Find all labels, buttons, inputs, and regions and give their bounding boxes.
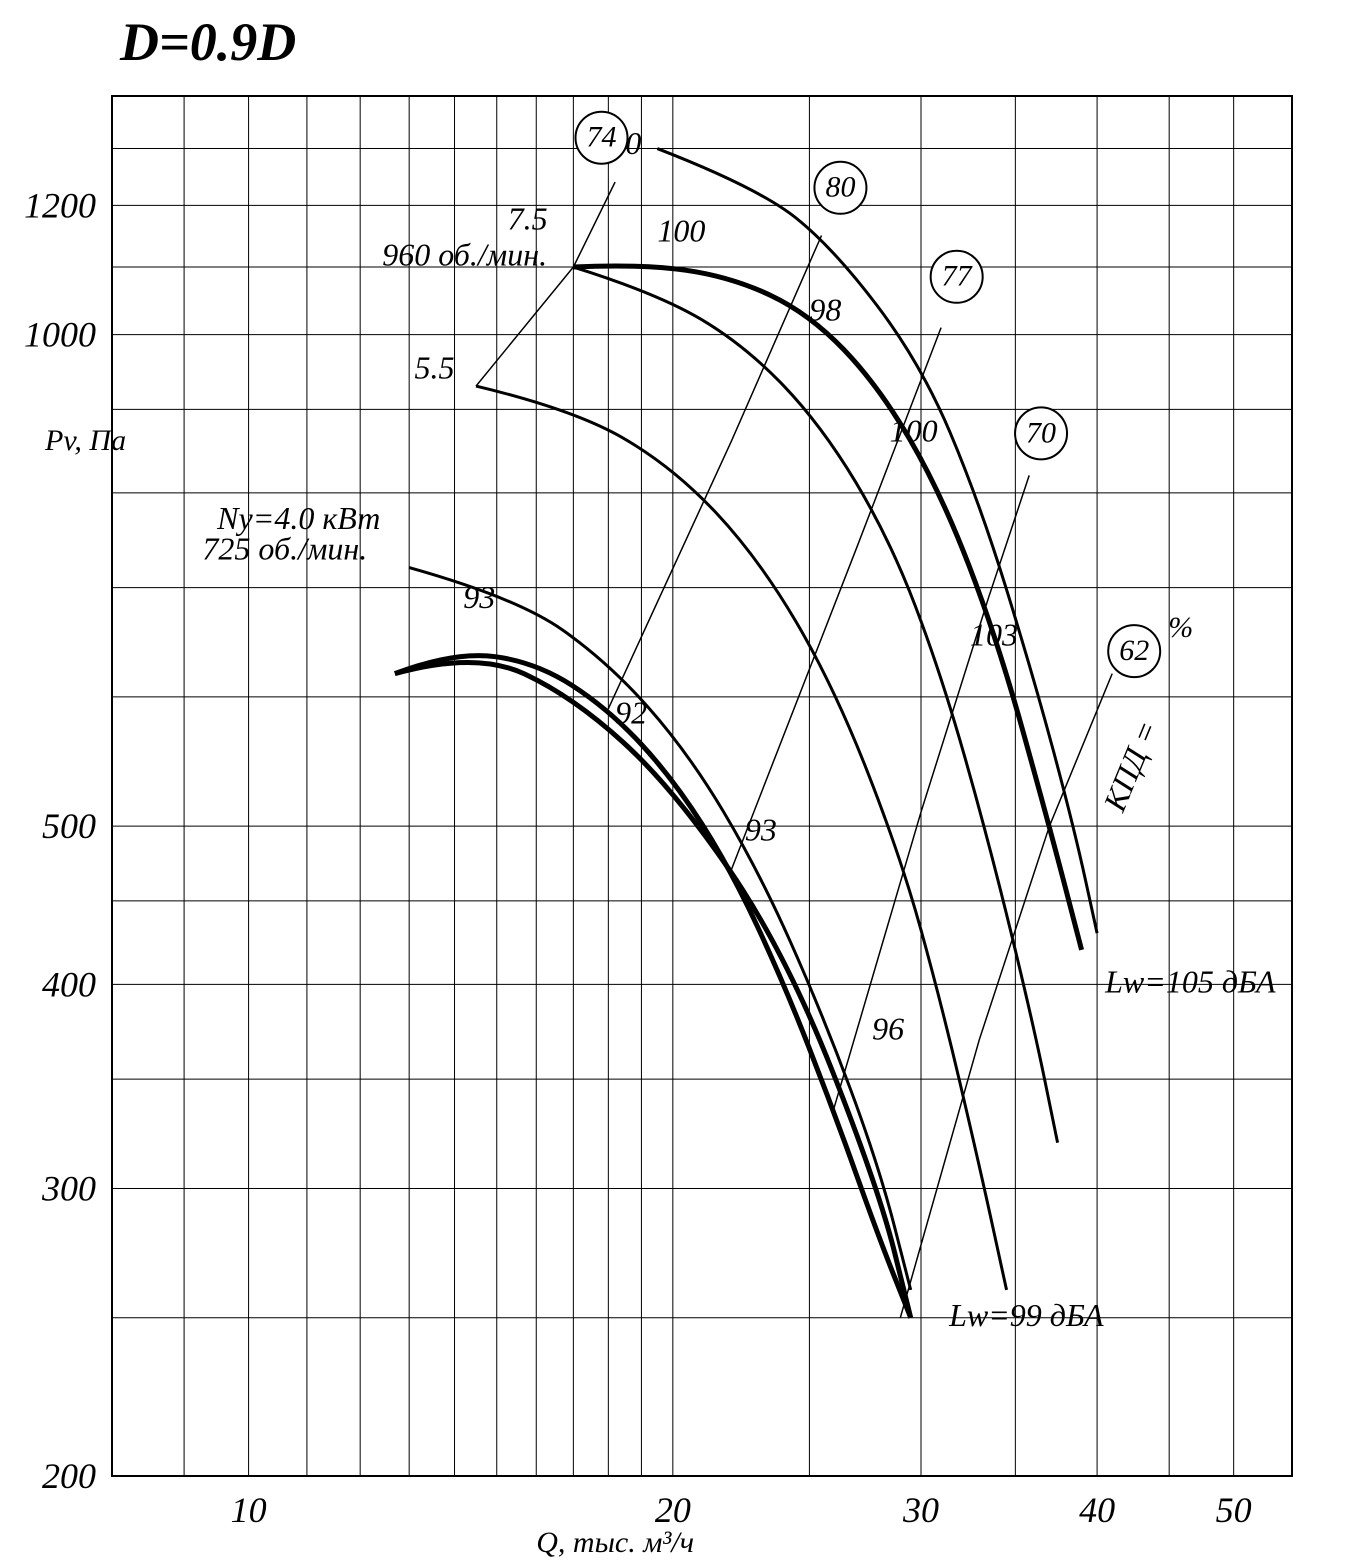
noise-number: 92 (615, 694, 647, 730)
rpm-label: 725 об./мин. (202, 531, 367, 567)
fan-chart: D=0.9D 10 20 30 40 50 Q, тыс. м³/ч 200 300 400 500… (0, 0, 1359, 1563)
y-tick-label: 400 (42, 964, 96, 1004)
y-tick-label: 1000 (24, 315, 96, 355)
lw-label: Lw=105 дБА (1104, 963, 1276, 999)
noise-number: 98 (809, 292, 841, 328)
power-curve (657, 149, 1097, 934)
noise-number: 96 (872, 1011, 904, 1047)
x-tick-label: 40 (1079, 1490, 1115, 1530)
efficiency-value: 80 (825, 171, 855, 204)
x-tick-label: 10 (231, 1490, 267, 1530)
lw-label: Lw=99 дБА (948, 1297, 1104, 1333)
efficiency-value: 62 (1119, 634, 1149, 667)
power-curve (409, 568, 911, 1290)
x-tick-label: 30 (902, 1490, 939, 1530)
y-tick-label: 1200 (24, 185, 96, 225)
pct-sign: % (1168, 611, 1193, 644)
efficiency-value: 74 (587, 121, 617, 154)
y-tick-label: 200 (42, 1456, 96, 1496)
efficiency-line (900, 674, 1112, 1318)
noise-number: 100 (890, 413, 938, 449)
y-tick-label: 300 (41, 1168, 96, 1208)
efficiency-value: 70 (1026, 416, 1056, 449)
power-curve (476, 386, 1007, 1290)
x-tick-label: 20 (655, 1490, 691, 1530)
power-label: 5.5 (415, 350, 455, 386)
x-tick-label: 50 (1216, 1490, 1252, 1530)
efficiency-value: 77 (942, 260, 974, 293)
x-axis-label: Q, тыс. м³/ч (536, 1526, 694, 1559)
rpm-curve (395, 656, 911, 1318)
noise-number: 93 (745, 812, 777, 848)
noise-number: 93 (463, 579, 495, 615)
y-tick-label: 500 (42, 806, 96, 846)
chart-title: D=0.9D (119, 12, 296, 72)
rpm-curve (573, 266, 1081, 950)
noise-number: 103 (970, 617, 1018, 653)
y-axis-label: Pv, Па (44, 424, 126, 457)
power-label: 7.5 (508, 200, 548, 236)
noise-number: 100 (657, 213, 705, 249)
svg-text:КПД =: КПД = (1096, 715, 1166, 817)
rpm-label: 960 об./мин. (382, 237, 547, 273)
kpd-label: КПД = (1096, 715, 1166, 817)
